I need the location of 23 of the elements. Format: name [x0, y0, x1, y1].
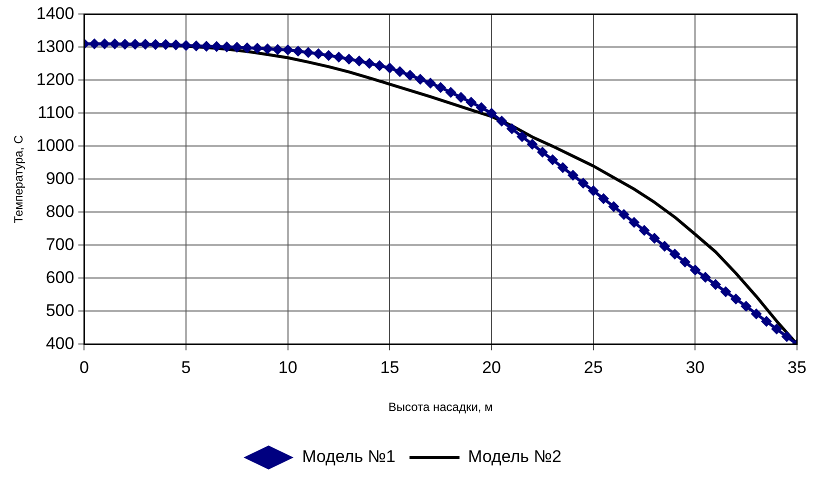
x-tick-label: 10: [278, 358, 298, 378]
x-tick-label: 0: [79, 358, 89, 378]
y-tick-label: 400: [46, 334, 74, 353]
x-tick-label: 20: [482, 358, 501, 378]
x-tick-label: 25: [584, 358, 603, 378]
x-tick-label: 5: [181, 358, 191, 378]
x-tick-label: 35: [788, 358, 806, 378]
y-tick-label: 800: [46, 202, 74, 221]
y-tick-label: 1000: [36, 136, 74, 155]
y-tick-label: 500: [46, 300, 74, 320]
x-tick-label: 30: [686, 358, 705, 378]
y-tick-label: 900: [46, 168, 74, 188]
y-axis-title: Температура, С: [12, 134, 26, 224]
legend-label: Модель №1: [302, 447, 396, 466]
x-axis-title: Высота насадки, м: [388, 400, 493, 414]
y-tick-label: 700: [46, 234, 74, 254]
legend-label: Модель №2: [468, 447, 562, 466]
y-tick-label: 1100: [38, 102, 74, 122]
y-tick-label: 1200: [36, 70, 74, 89]
x-tick-label: 15: [380, 358, 400, 378]
y-tick-label: 1300: [36, 36, 74, 56]
y-tick-label: 600: [46, 268, 74, 287]
y-tick-label: 1400: [36, 4, 74, 23]
